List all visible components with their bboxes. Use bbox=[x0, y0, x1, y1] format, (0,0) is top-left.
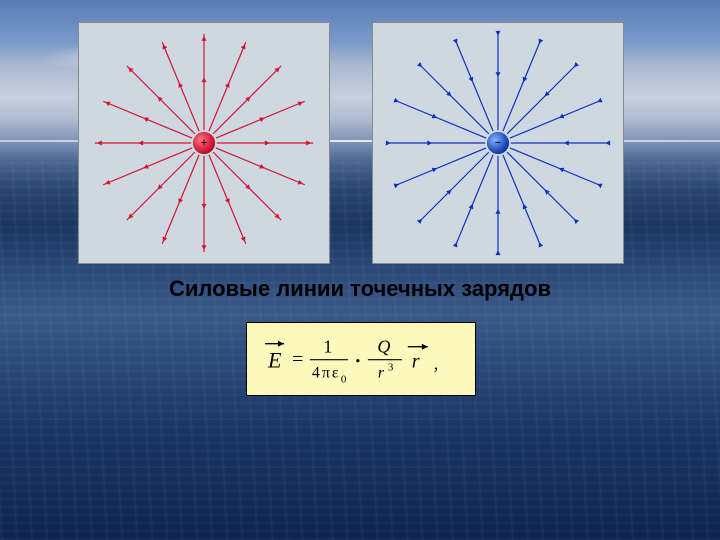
svg-text:,: , bbox=[434, 354, 439, 374]
svg-text:−: − bbox=[495, 137, 501, 149]
svg-text:π: π bbox=[322, 365, 330, 382]
negative-field-lines-diagram: − bbox=[373, 23, 623, 263]
svg-text:+: + bbox=[201, 137, 207, 149]
positive-field-lines-diagram: + bbox=[79, 23, 329, 263]
svg-text:3: 3 bbox=[388, 362, 394, 374]
positive-charge-panel: + bbox=[78, 22, 330, 264]
svg-text:r: r bbox=[378, 365, 385, 382]
svg-text:4: 4 bbox=[312, 365, 320, 382]
svg-text:ε: ε bbox=[332, 365, 339, 382]
svg-text:E: E bbox=[267, 348, 282, 373]
diagram-title: Силовые линии точечных зарядов bbox=[0, 276, 720, 302]
electric-field-formula: E=14πε0Qr3r, bbox=[256, 327, 466, 390]
svg-text:0: 0 bbox=[341, 374, 347, 386]
formula-box: E=14πε0Qr3r, bbox=[246, 322, 476, 396]
svg-text:=: = bbox=[292, 349, 303, 371]
svg-text:Q: Q bbox=[377, 337, 390, 357]
negative-charge-panel: − bbox=[372, 22, 624, 264]
svg-text:r: r bbox=[412, 351, 420, 373]
svg-text:1: 1 bbox=[324, 337, 333, 357]
